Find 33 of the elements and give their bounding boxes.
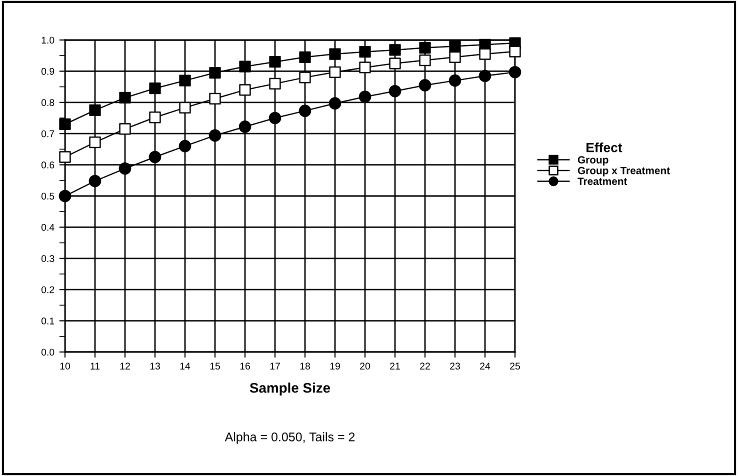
legend-label: Treatment <box>578 178 628 186</box>
x-tick-label: 21 <box>390 362 400 370</box>
y-tick-label: 0.5 <box>41 192 54 200</box>
x-tick-label: 24 <box>480 362 490 370</box>
legend-title: Effect <box>586 142 622 152</box>
x-tick-label: 19 <box>330 362 340 370</box>
x-tick-label: 12 <box>120 362 130 370</box>
x-axis-title: Sample Size <box>250 382 330 396</box>
y-tick-label: 0.3 <box>41 255 54 262</box>
y-tick-label: 1.0 <box>42 36 54 44</box>
y-tick-label: 0.9 <box>41 68 54 75</box>
y-tick-label: 0.0 <box>41 348 54 356</box>
x-tick-label: 13 <box>150 362 160 370</box>
x-tick-label: 20 <box>360 362 370 370</box>
y-tick-label: 0.1 <box>41 318 54 324</box>
x-tick-label: 10 <box>60 362 70 370</box>
x-tick-label: 15 <box>210 362 220 370</box>
x-tick-label: 23 <box>450 362 460 370</box>
y-tick-label: 0.6 <box>41 162 54 168</box>
x-tick-label: 17 <box>270 362 280 370</box>
x-tick-label: 25 <box>510 362 520 370</box>
x-tick-label: 22 <box>420 362 430 370</box>
y-tick-label: 0.8 <box>41 99 54 106</box>
legend-label: Group x Treatment <box>578 166 670 176</box>
x-tick-label: 11 <box>90 362 100 370</box>
x-tick-label: 16 <box>240 362 250 370</box>
y-tick-label: 0.7 <box>41 130 54 138</box>
x-tick-label: 14 <box>180 362 190 370</box>
text: Alpha = 0.050, Tails = 2 <box>224 432 355 444</box>
y-tick-label: 0.4 <box>41 224 54 231</box>
y-tick-label: 0.2 <box>41 286 54 294</box>
legend-label: Group <box>578 156 608 166</box>
x-tick-label: 18 <box>300 362 310 370</box>
